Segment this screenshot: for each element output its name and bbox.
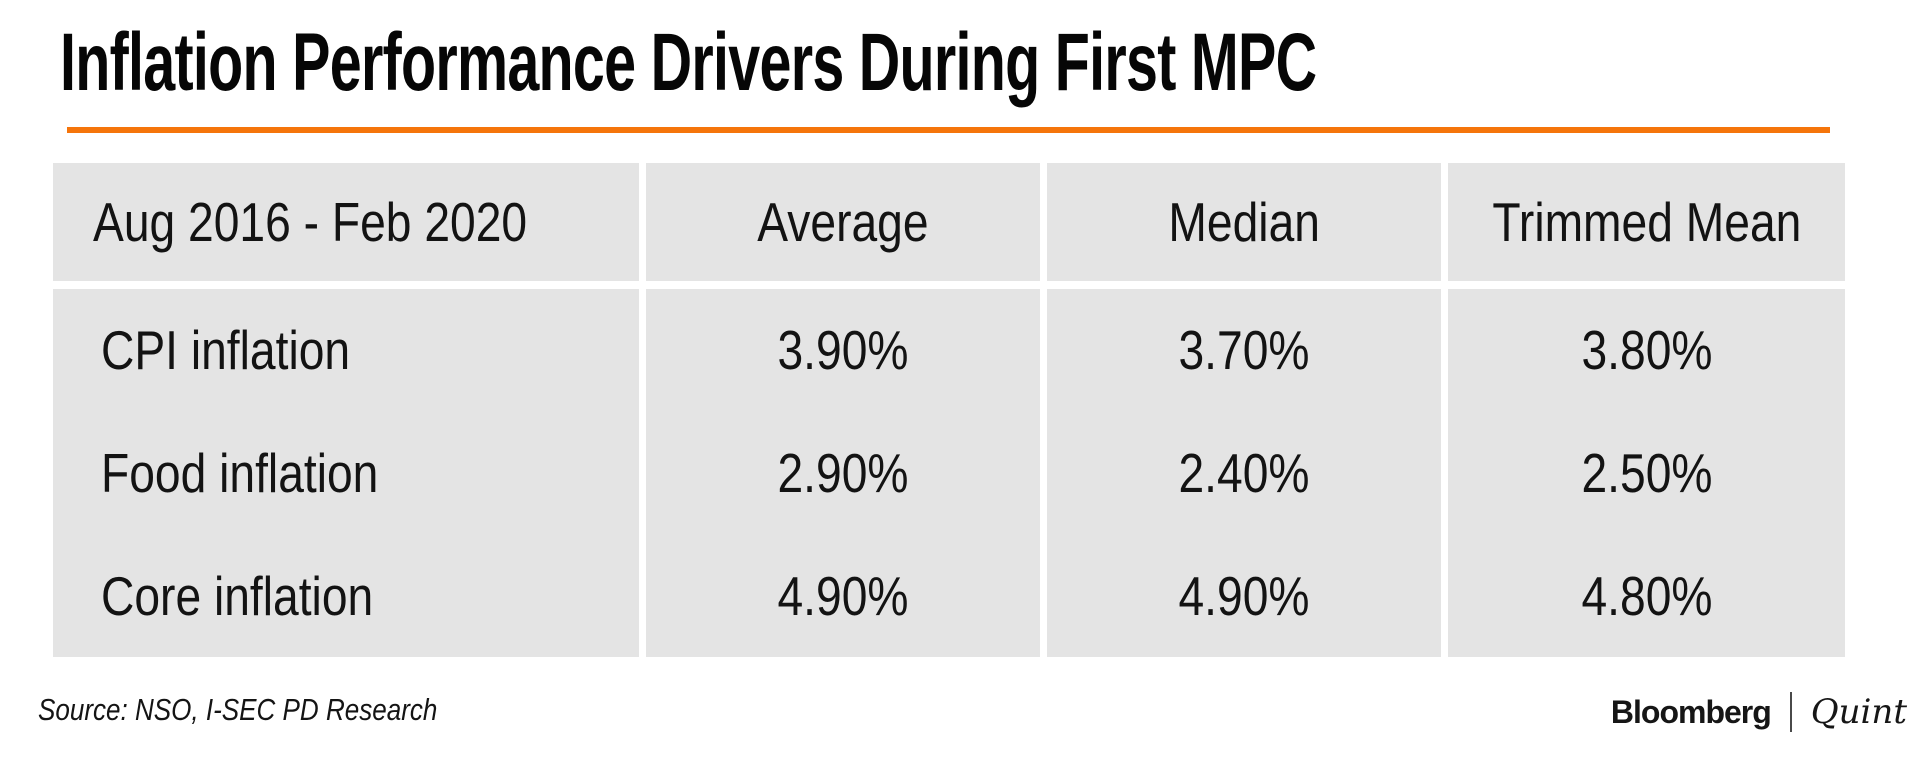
source-note-text: Source: NSO, I-SEC PD Research — [38, 692, 438, 727]
cell-cpi-median: 3.70% — [1047, 289, 1441, 412]
row-label-cpi-inflation: CPI inflation — [53, 289, 639, 412]
cell-food-trimmed-mean: 2.50% — [1448, 411, 1845, 535]
cpi-trimmed-mean-value: 3.80% — [1580, 319, 1712, 382]
cell-food-median: 2.40% — [1047, 411, 1441, 535]
header-cell-median: Median — [1047, 163, 1441, 281]
header-median-label: Median — [1168, 191, 1320, 253]
bloomberg-wordmark: Bloomberg — [1610, 693, 1772, 730]
header-trimmed-mean-label: Trimmed Mean — [1492, 191, 1801, 253]
cell-core-median: 4.90% — [1047, 534, 1441, 657]
table-header-row: Aug 2016 - Feb 2020 Average Median Trimm… — [53, 163, 1845, 281]
cell-cpi-average: 3.90% — [646, 289, 1040, 412]
food-average-value: 2.90% — [777, 441, 909, 504]
cell-food-average: 2.90% — [646, 411, 1040, 535]
core-median-value: 4.90% — [1178, 564, 1310, 627]
header-cell-trimmed-mean: Trimmed Mean — [1448, 163, 1845, 281]
quint-wordmark: Quint — [1810, 692, 1907, 732]
brand-separator — [1789, 692, 1792, 732]
cell-core-average: 4.90% — [646, 534, 1040, 657]
row-label-food-inflation: Food inflation — [53, 411, 639, 535]
title-underline-rule — [67, 127, 1830, 133]
food-inflation-label: Food inflation — [101, 441, 379, 504]
header-period-label: Aug 2016 - Feb 2020 — [93, 191, 528, 253]
brand-logo: Bloomberg Quint — [1611, 684, 1907, 740]
core-trimmed-mean-value: 4.80% — [1580, 564, 1712, 627]
food-trimmed-mean-value: 2.50% — [1580, 441, 1712, 504]
cell-cpi-trimmed-mean: 3.80% — [1448, 289, 1845, 412]
cpi-inflation-label: CPI inflation — [101, 319, 351, 382]
source-note: Source: NSO, I-SEC PD Research — [38, 692, 514, 728]
header-cell-period: Aug 2016 - Feb 2020 — [53, 163, 639, 281]
food-median-value: 2.40% — [1178, 441, 1310, 504]
page-title: Inflation Performance Drivers During Fir… — [60, 22, 1317, 104]
row-label-core-inflation: Core inflation — [53, 534, 639, 657]
core-inflation-label: Core inflation — [101, 564, 374, 627]
table-body: CPI inflation 3.90% 3.70% 3.80% Food inf… — [53, 289, 1845, 657]
page-title-text: Inflation Performance Drivers During Fir… — [60, 17, 1317, 108]
inflation-table: Aug 2016 - Feb 2020 Average Median Trimm… — [53, 163, 1845, 657]
cpi-median-value: 3.70% — [1178, 319, 1310, 382]
cell-core-trimmed-mean: 4.80% — [1448, 534, 1845, 657]
core-average-value: 4.90% — [777, 564, 909, 627]
cpi-average-value: 3.90% — [777, 319, 909, 382]
header-average-label: Average — [757, 191, 929, 253]
header-cell-average: Average — [646, 163, 1040, 281]
